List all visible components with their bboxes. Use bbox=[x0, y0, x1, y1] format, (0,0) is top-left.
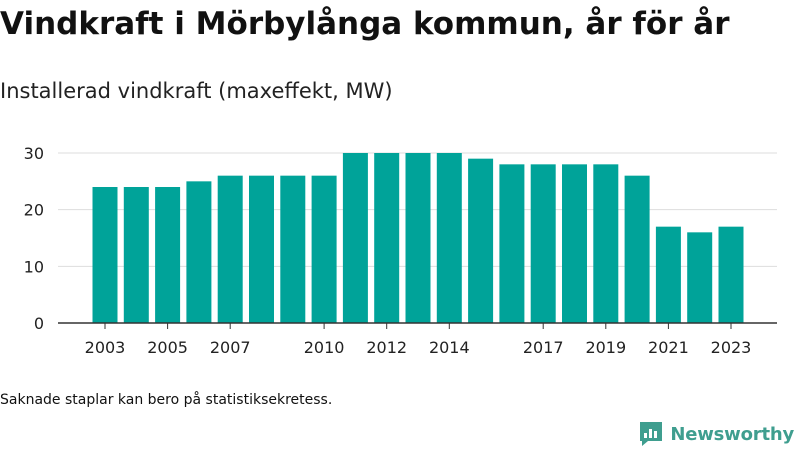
bar-2015 bbox=[468, 158, 494, 323]
bar-chart: 0 10 20 30 2003 2005 2007 2010 2012 2014 2017 2019… bbox=[24, 144, 777, 357]
newsworthy-logo-icon bbox=[640, 422, 663, 446]
bar-2005 bbox=[155, 187, 181, 323]
x-tick-label: 2012 bbox=[366, 338, 407, 357]
bar-2017 bbox=[530, 164, 556, 323]
x-tick-label: 2019 bbox=[585, 338, 626, 357]
y-tick-labels: 0 10 20 30 bbox=[24, 144, 44, 333]
x-tick-label: 2007 bbox=[210, 338, 251, 357]
x-tick-label: 2017 bbox=[523, 338, 564, 357]
bar-2003 bbox=[92, 187, 118, 323]
x-axis bbox=[58, 322, 777, 329]
brand-name: Newsworthy bbox=[670, 423, 794, 445]
x-tick-label: 2010 bbox=[304, 338, 345, 357]
x-tick-label: 2014 bbox=[429, 338, 470, 357]
bar-2007 bbox=[217, 175, 243, 323]
bar-2006 bbox=[186, 181, 212, 323]
x-tick-labels: 2003 2005 2007 2010 2012 2014 2017 2019 2021 2023 bbox=[85, 338, 752, 357]
x-tick-label: 2021 bbox=[648, 338, 689, 357]
bars bbox=[92, 153, 744, 323]
bar-2014 bbox=[436, 153, 462, 323]
bar-2009 bbox=[280, 175, 306, 323]
y-tick-label: 30 bbox=[24, 144, 44, 163]
bar-2019 bbox=[593, 164, 619, 323]
y-tick-label: 0 bbox=[34, 314, 44, 333]
bar-2013 bbox=[405, 153, 431, 323]
x-tick-label: 2003 bbox=[85, 338, 126, 357]
bar-2008 bbox=[249, 175, 274, 323]
bar-2011 bbox=[342, 153, 368, 323]
bar-2021 bbox=[655, 226, 681, 323]
chart-subtitle: Installerad vindkraft (maxeffekt, MW) bbox=[0, 79, 393, 103]
footnote: Saknade staplar kan bero på statistiksek… bbox=[0, 392, 333, 408]
bar-2016 bbox=[499, 164, 525, 323]
bar-2004 bbox=[123, 187, 149, 323]
bar-2023 bbox=[718, 226, 744, 323]
brand-logo: Newsworthy bbox=[638, 418, 794, 450]
bar-2012 bbox=[374, 153, 400, 323]
x-tick-label: 2005 bbox=[147, 338, 188, 357]
x-tick-label: 2023 bbox=[711, 338, 752, 357]
chart-title: Vindkraft i Mörbylånga kommun, år för år bbox=[0, 6, 730, 42]
bar-2018 bbox=[562, 164, 587, 323]
y-tick-label: 10 bbox=[24, 257, 44, 276]
bar-2020 bbox=[624, 175, 650, 323]
bar-2022 bbox=[687, 232, 713, 323]
bar-2010 bbox=[311, 175, 337, 323]
y-tick-label: 20 bbox=[24, 201, 44, 220]
